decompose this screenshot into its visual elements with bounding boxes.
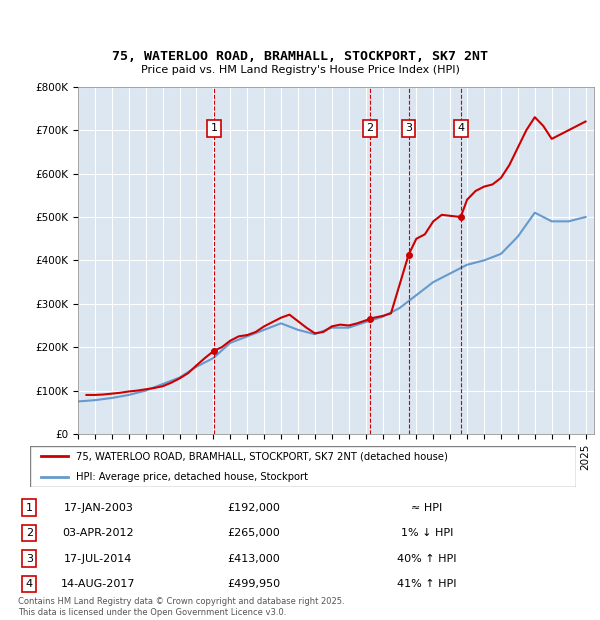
Text: £265,000: £265,000 (227, 528, 280, 538)
Text: 03-APR-2012: 03-APR-2012 (62, 528, 134, 538)
Text: 75, WATERLOO ROAD, BRAMHALL, STOCKPORT, SK7 2NT (detached house): 75, WATERLOO ROAD, BRAMHALL, STOCKPORT, … (76, 451, 448, 461)
Text: 3: 3 (405, 123, 412, 133)
Text: Price paid vs. HM Land Registry's House Price Index (HPI): Price paid vs. HM Land Registry's House … (140, 65, 460, 75)
Text: 40% ↑ HPI: 40% ↑ HPI (397, 554, 457, 564)
Text: 17-JAN-2003: 17-JAN-2003 (64, 503, 133, 513)
Text: 1% ↓ HPI: 1% ↓ HPI (401, 528, 453, 538)
Text: £413,000: £413,000 (227, 554, 280, 564)
Text: ≈ HPI: ≈ HPI (411, 503, 442, 513)
Text: 4: 4 (26, 579, 33, 589)
Text: 3: 3 (26, 554, 33, 564)
Text: 2: 2 (366, 123, 373, 133)
FancyBboxPatch shape (30, 446, 576, 487)
Text: 75, WATERLOO ROAD, BRAMHALL, STOCKPORT, SK7 2NT: 75, WATERLOO ROAD, BRAMHALL, STOCKPORT, … (112, 50, 488, 63)
Text: £192,000: £192,000 (227, 503, 280, 513)
Text: 1: 1 (211, 123, 218, 133)
Text: Contains HM Land Registry data © Crown copyright and database right 2025.
This d: Contains HM Land Registry data © Crown c… (18, 598, 344, 617)
Text: 4: 4 (457, 123, 464, 133)
Text: 17-JUL-2014: 17-JUL-2014 (64, 554, 133, 564)
Text: £499,950: £499,950 (227, 579, 280, 589)
Text: 2: 2 (26, 528, 33, 538)
Text: 14-AUG-2017: 14-AUG-2017 (61, 579, 136, 589)
Text: 41% ↑ HPI: 41% ↑ HPI (397, 579, 457, 589)
Text: 1: 1 (26, 503, 33, 513)
Text: HPI: Average price, detached house, Stockport: HPI: Average price, detached house, Stoc… (76, 472, 308, 482)
